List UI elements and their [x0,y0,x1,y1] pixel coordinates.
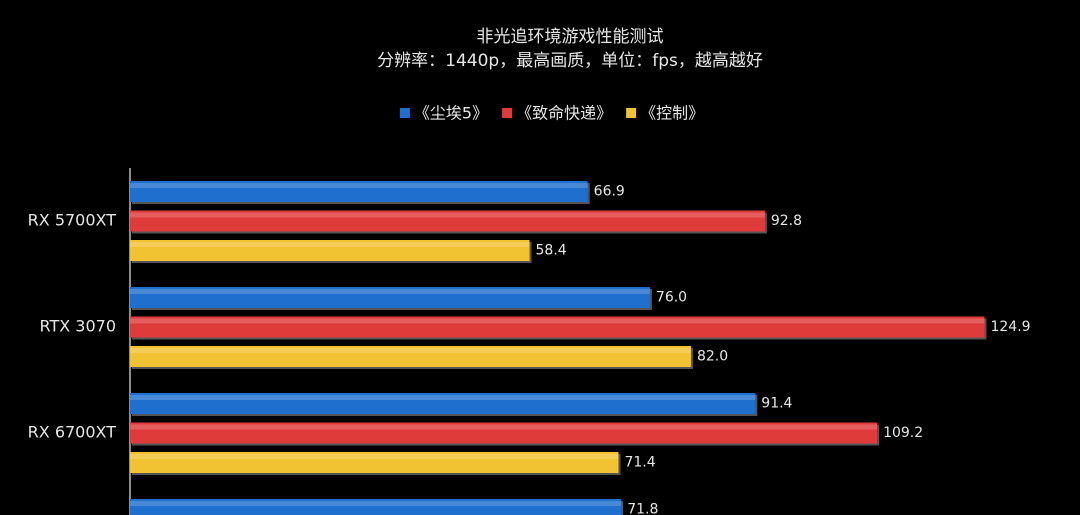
bar-highlight [130,424,878,430]
bar [130,346,691,367]
y-tick-label: RX 5700XT [28,211,117,230]
chart-subtitle: 分辨率：1440p，最高画质，单位：fps，越高越好 [377,51,763,71]
bar [130,181,588,202]
legend-label: 《尘埃5》 [414,104,488,123]
data-label: 66.9 [594,184,625,200]
bar [130,287,650,308]
bar-highlight [130,501,622,506]
legend-marker [626,108,637,118]
legend-label: 《控制》 [640,104,704,123]
bar-highlight [130,212,765,218]
y-tick-label: RTX 3070 [40,317,117,336]
legend: 《尘埃5》 《致命快递》 《控制》 [399,104,704,123]
bar-highlight [130,454,619,459]
legend-marker [399,108,410,118]
bar [130,393,756,414]
legend-marker [502,108,513,118]
data-label: 71.8 [627,502,658,515]
data-label: 82.0 [697,349,728,365]
data-label: 91.4 [761,396,792,412]
bar-highlight [130,289,650,294]
bar-highlight [130,395,756,400]
bar [130,452,619,473]
bar [130,422,878,444]
data-label: 71.4 [624,455,655,471]
bar [130,499,622,515]
bar-highlight [130,348,691,353]
data-label: 109.2 [883,425,923,441]
chart-title: 非光追环境游戏性能测试 [477,27,664,47]
bar [130,240,530,261]
bar [130,210,765,232]
legend-label: 《致命快递》 [516,104,612,123]
y-tick-label: RX 6700XT [28,423,117,442]
bar-highlight [130,183,588,188]
data-label: 76.0 [656,290,687,306]
data-label: 124.9 [990,319,1030,335]
data-label: 92.8 [771,213,802,229]
data-label: 58.4 [536,243,567,259]
bar [130,316,985,338]
bar-highlight [130,242,530,247]
bar-highlight [130,318,985,324]
